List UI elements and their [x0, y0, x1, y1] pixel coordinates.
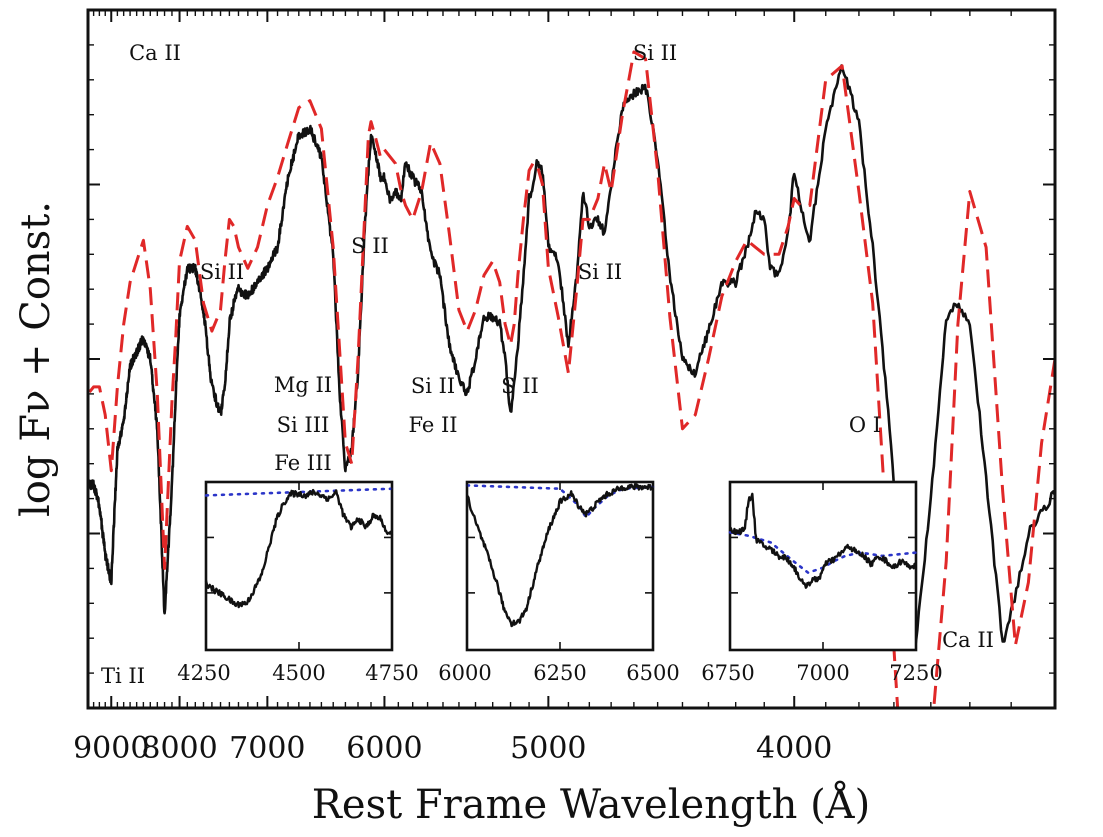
- inset-x-tick-label-4250: 4250: [177, 661, 230, 685]
- x-tick-label-6000: 6000: [346, 731, 422, 766]
- inset-1: 4250 4500 4750: [177, 480, 419, 685]
- inset-frame: [465, 480, 655, 652]
- line-label-si-ii-5050: Si II: [411, 374, 455, 398]
- inset-x-tick-label-7250: 7250: [889, 661, 942, 685]
- inset-observed-line: [728, 492, 917, 589]
- model-spectrum-line: [88, 50, 1055, 708]
- line-label-s-ii-5450: S II: [501, 374, 539, 398]
- plot-area: [86, 8, 1057, 710]
- line-label-ti-ii: Ti II: [101, 664, 145, 688]
- line-label-si-iii: Si III: [277, 413, 330, 437]
- inset-continuum-line: [204, 487, 394, 497]
- inset-x-tick-label-4750: 4750: [365, 661, 418, 685]
- line-label-mg-ii: Mg II: [274, 373, 332, 397]
- inset-x-tick-label-7000: 7000: [796, 661, 849, 685]
- line-labels: Ca II Si II Si II S II Mg II Si III Fe I…: [101, 41, 994, 688]
- line-label-si-ii-4100: Si II: [200, 260, 244, 284]
- main-axis-ticks: [88, 10, 1055, 708]
- line-label-si-ii-5800: Si II: [578, 260, 622, 284]
- inset-x-tick-label-6000: 6000: [438, 661, 491, 685]
- inset-observed-line: [204, 488, 394, 609]
- x-tick-label-4000: 4000: [756, 731, 832, 766]
- line-label-fe-iii: Fe III: [274, 451, 331, 475]
- inset-3: 6750 7000 7250: [701, 480, 943, 685]
- inset-x-tick-label-6500: 6500: [626, 661, 679, 685]
- x-tick-label-5000: 5000: [510, 731, 586, 766]
- line-label-fe-ii: Fe II: [408, 413, 457, 437]
- main-series-group: [88, 50, 1055, 708]
- y-axis-title: log Fν + Const.: [13, 201, 59, 517]
- line-label-ca-ii-ir: Ca II: [942, 628, 994, 652]
- observed-spectrum-line: [88, 64, 1055, 645]
- x-tick-label-9000: 9000: [73, 731, 149, 766]
- line-label-si-ii-6355-top: Si II: [633, 41, 677, 65]
- inset-panels: 4250 4500 4750 6000 6250 6500 6750 7000 7250: [177, 480, 943, 685]
- line-label-ca-ii-blue: Ca II: [129, 41, 181, 65]
- inset-observed-line: [465, 483, 654, 628]
- inset-x-tick-label-4500: 4500: [272, 661, 325, 685]
- inset-frame: [204, 480, 394, 652]
- inset-x-tick-label-6250: 6250: [533, 661, 586, 685]
- x-tick-label-7000: 7000: [229, 731, 305, 766]
- line-label-s-ii-4700: S II: [351, 234, 389, 258]
- inset-2: 6000 6250 6500: [438, 480, 680, 685]
- x-axis-title: Rest Frame Wavelength (Å): [312, 781, 870, 828]
- line-label-o-i: O I: [849, 413, 881, 437]
- x-tick-label-8000: 8000: [141, 731, 217, 766]
- inset-x-tick-label-6750: 6750: [701, 661, 754, 685]
